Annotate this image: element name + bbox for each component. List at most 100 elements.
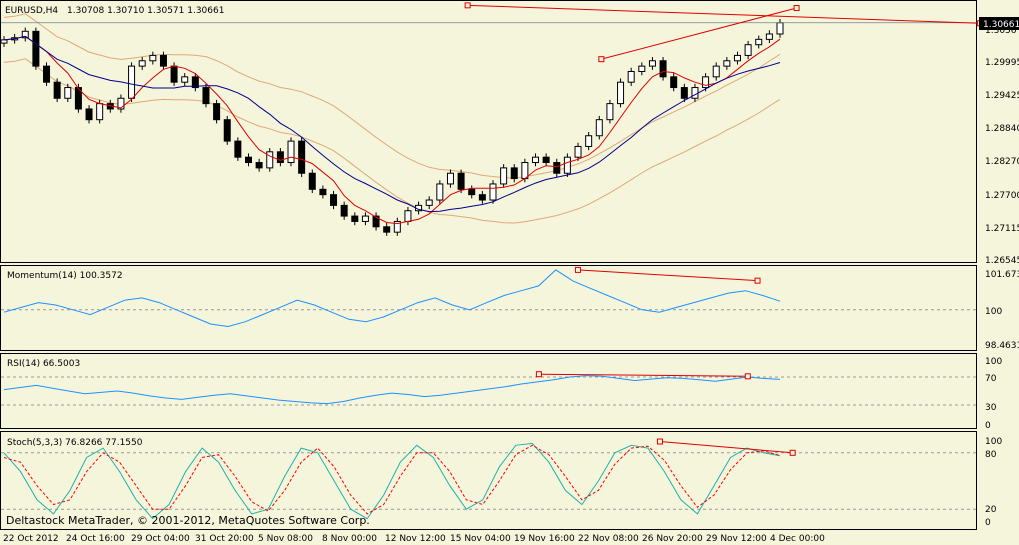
candle-body	[308, 172, 316, 190]
candle-body	[648, 60, 656, 67]
trendline-anchor	[574, 266, 581, 273]
candle-body	[532, 156, 540, 164]
candle-body	[244, 156, 252, 164]
rsi-panel-frame	[0, 353, 977, 429]
time-tick: 8 Nov 00:00	[322, 534, 377, 544]
copyright-notice: Deltastock MetaTrader, © 2001-2012, Meta…	[6, 514, 370, 527]
candle-body	[723, 60, 731, 67]
momentum-tick: 98.4631	[985, 341, 1019, 351]
candle-body	[96, 103, 104, 121]
price-tick: 1.28840	[985, 124, 1019, 134]
candle-body	[319, 188, 327, 196]
candle-body	[181, 76, 189, 83]
candle-body	[223, 119, 231, 142]
price-tick: 1.3056	[985, 26, 1017, 36]
candle-body	[521, 162, 529, 180]
trendline	[601, 7, 797, 60]
candle-body	[64, 87, 72, 99]
momentum-line	[3, 269, 781, 328]
time-tick: 24 Oct 16:00	[66, 534, 125, 544]
trendline	[538, 373, 748, 377]
trendline-anchor	[535, 371, 542, 378]
candle-body	[542, 156, 550, 164]
candle-body	[340, 204, 348, 217]
candle-body	[266, 151, 274, 169]
stoch-signal-line	[3, 444, 781, 515]
candle-body	[191, 76, 199, 89]
candle-body	[436, 183, 444, 201]
rsi-chart	[1, 371, 976, 406]
price-tick: 1.26545	[985, 256, 1019, 266]
candle-body	[0, 39, 8, 44]
momentum-label: Momentum(14) 100.3572	[7, 271, 123, 281]
candle-body	[659, 60, 667, 78]
slow-moving-average	[3, 35, 781, 213]
candle-body	[213, 103, 221, 121]
candle-body	[638, 65, 646, 72]
time-tick: 29 Oct 04:00	[131, 534, 190, 544]
candle-body	[510, 167, 518, 180]
candle-body	[149, 54, 157, 62]
candle-body	[138, 60, 146, 67]
candle-body	[255, 162, 263, 169]
stoch-tick: 20	[985, 505, 997, 515]
time-tick: 22 Nov 08:00	[578, 534, 639, 544]
trendline-anchor	[598, 56, 605, 63]
candle-body	[32, 30, 40, 67]
candle-body	[234, 140, 242, 158]
current-price: 1.30661	[983, 20, 1019, 30]
trendline-anchor	[464, 2, 471, 9]
time-tick: 5 Nov 08:00	[258, 534, 313, 544]
candle-body	[351, 215, 359, 222]
momentum-tick: 101.673	[985, 270, 1019, 280]
trendline-anchor	[754, 277, 761, 284]
candle-body	[563, 156, 571, 174]
time-tick: 22 Oct 2012	[3, 534, 59, 544]
candle-body	[53, 81, 61, 99]
symbol-label: EURUSD,H4	[5, 6, 58, 16]
bollinger-upper	[3, 13, 781, 179]
candle-body	[128, 65, 136, 99]
main-price-chart	[0, 2, 984, 236]
candle-body	[85, 108, 93, 121]
candle-body	[393, 220, 401, 233]
candle-body	[404, 210, 412, 222]
candle-body	[500, 167, 508, 185]
candle-body	[468, 188, 476, 196]
trendline	[467, 4, 981, 24]
fast-moving-average	[3, 35, 781, 225]
time-tick: 15 Nov 04:00	[450, 534, 511, 544]
candle-body	[446, 172, 454, 185]
price-tick: 1.29995	[985, 58, 1019, 68]
bollinger-lower	[3, 58, 781, 224]
candle-body	[733, 54, 741, 62]
candle-body	[627, 70, 635, 83]
time-tick: 26 Nov 20:00	[642, 534, 703, 544]
stoch-main-line	[3, 442, 781, 520]
ohlc-label: 1.30708 1.30710 1.30571 1.30661	[67, 6, 224, 16]
candle-body	[553, 162, 561, 174]
trendline-anchor	[744, 373, 751, 380]
stoch-tick: 0	[985, 518, 991, 528]
stoch-label: Stoch(5,3,3) 76.8266 77.1550	[7, 438, 143, 448]
candle-body	[425, 199, 433, 206]
candle-body	[21, 30, 29, 39]
candle-body	[159, 54, 167, 67]
stoch-tick: 80	[985, 450, 997, 460]
candle-body	[702, 76, 710, 89]
candle-body	[744, 44, 752, 56]
time-tick: 4 Dec 00:00	[770, 534, 825, 544]
time-tick: 19 Nov 16:00	[514, 534, 575, 544]
candle-body	[617, 81, 625, 105]
stoch-tick: 100	[985, 437, 1002, 447]
rsi-line	[3, 375, 781, 405]
candle-body	[372, 215, 380, 228]
candle-body	[276, 151, 284, 164]
rsi-tick: 100	[985, 357, 1002, 367]
candle-body	[606, 103, 614, 121]
candle-body	[765, 33, 773, 40]
candle-body	[680, 87, 688, 99]
candle-body	[478, 194, 486, 201]
rsi-tick: 70	[985, 374, 997, 384]
